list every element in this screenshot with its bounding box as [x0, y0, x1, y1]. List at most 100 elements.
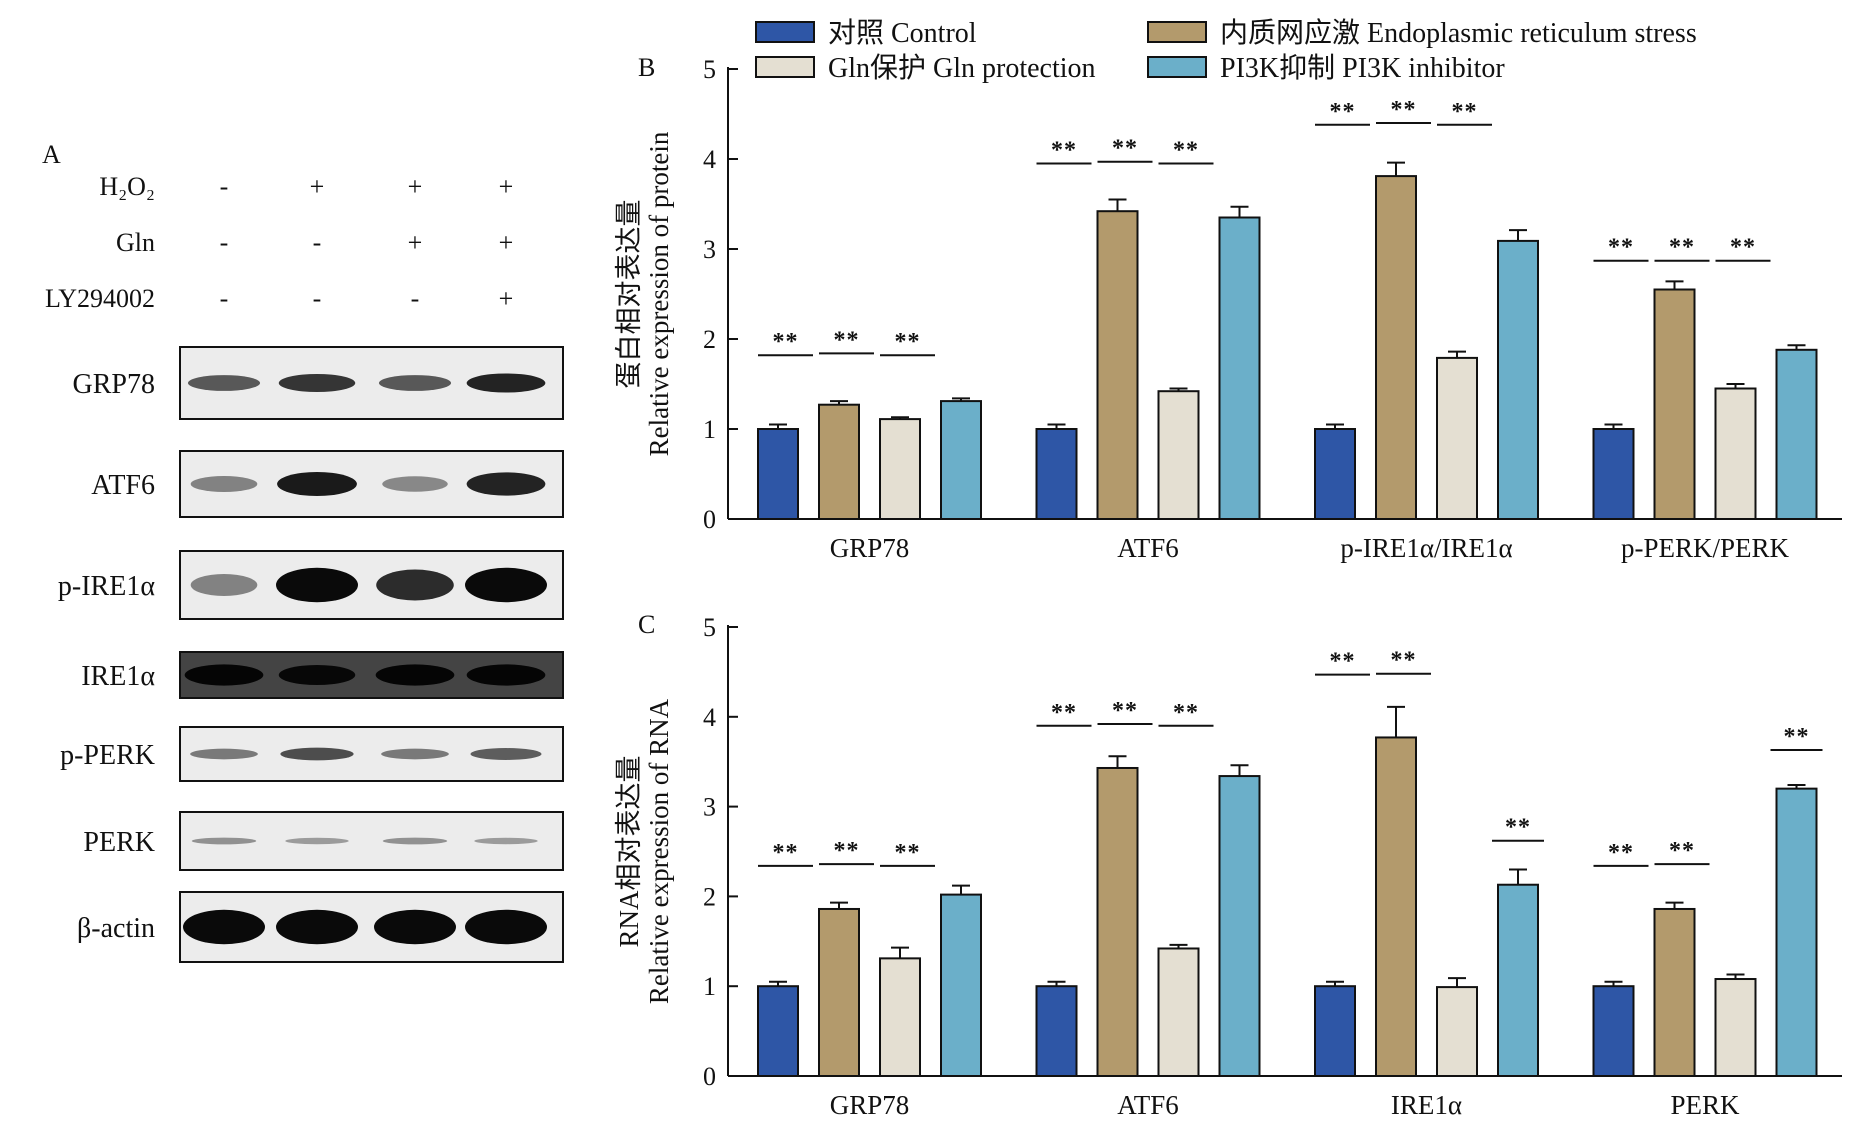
bar-er_stress — [1653, 288, 1696, 520]
legend-swatch-control — [755, 21, 815, 43]
category-label: GRP78 — [830, 533, 910, 563]
category-label: GRP78 — [830, 1090, 910, 1120]
y-tick-label: 2 — [703, 882, 716, 911]
blot-band — [374, 909, 456, 945]
protein-bar-chart: B 0 1 2 3 4 5 蛋白相对表达量 Relative expression of pro… — [614, 53, 1842, 563]
legend-label-pi3k: PI3K抑制 PI3K inhibitor — [1220, 52, 1505, 84]
blot-band — [285, 837, 349, 845]
blot-band — [378, 375, 452, 391]
bar-er_stress — [1375, 175, 1417, 520]
y-tick-label: 5 — [703, 55, 716, 84]
legend-label-er_stress: 内质网应激 Endoplasmic reticulum stress — [1220, 17, 1697, 49]
bar-gln — [879, 957, 921, 1077]
significance-mark: ** — [1051, 138, 1077, 164]
bar-gln — [1436, 986, 1478, 1078]
category-label: ATF6 — [1117, 533, 1179, 563]
panel-letter-c: C — [638, 610, 655, 639]
bar-er_stress — [818, 907, 860, 1077]
bar-er_stress — [1375, 736, 1417, 1077]
blot-label: GRP78 — [73, 369, 155, 400]
bar-pi3k — [940, 400, 982, 521]
category-label: p-PERK/PERK — [1621, 533, 1790, 563]
significance-mark: ** — [1330, 99, 1356, 125]
bar-control — [1035, 985, 1078, 1078]
significance-mark: ** — [1608, 235, 1634, 261]
blot-label: IRE1α — [81, 661, 155, 692]
blot-band — [382, 476, 448, 492]
bar-control — [1314, 985, 1356, 1078]
condition-sign: + — [408, 228, 423, 257]
condition-sign: + — [499, 228, 514, 257]
blot-band — [465, 909, 547, 945]
significance-mark: ** — [895, 840, 921, 866]
y-tick-label: 4 — [703, 145, 716, 174]
blot-label: p-IRE1α — [58, 571, 155, 602]
significance-mark: ** — [834, 838, 860, 864]
blot-band — [190, 475, 258, 493]
blot-band — [278, 665, 356, 685]
blot-band — [276, 567, 358, 603]
blot-label: β-actin — [77, 913, 155, 944]
bar-control — [757, 428, 799, 520]
significance-mark: ** — [1112, 698, 1138, 724]
bar-gln — [1157, 390, 1200, 521]
blot-band — [376, 569, 454, 601]
y-tick-label: 2 — [703, 325, 716, 354]
blot-band — [382, 837, 448, 845]
bar-gln — [1436, 356, 1478, 520]
bar-er_stress — [1653, 907, 1696, 1077]
blot-label: p-PERK — [60, 740, 155, 771]
blot-band — [183, 909, 265, 945]
bar-er_stress — [818, 403, 860, 521]
condition-sign: + — [499, 172, 514, 201]
blot-frame — [179, 811, 564, 871]
blot-band — [381, 748, 449, 760]
y-axis-label-cn: RNA相对表达量 — [614, 755, 644, 947]
significance-mark: ** — [1669, 235, 1695, 261]
category-label: ATF6 — [1117, 1090, 1179, 1120]
significance-mark: ** — [1391, 97, 1417, 123]
significance-mark: ** — [1051, 700, 1077, 726]
significance-mark: ** — [1730, 235, 1756, 261]
condition-sign: + — [408, 172, 423, 201]
legend-label-control: 对照 Control — [828, 17, 977, 49]
y-tick-label: 5 — [703, 613, 716, 642]
blot-band — [277, 472, 357, 496]
legend-swatch-gln — [755, 56, 815, 78]
legend-swatch-pi3k — [1147, 56, 1207, 78]
blot-band — [276, 909, 358, 945]
y-axis-label-en: Relative expression of protein — [644, 131, 674, 456]
bar-pi3k — [1218, 216, 1261, 520]
bar-pi3k — [1218, 775, 1261, 1077]
blot-band — [470, 748, 542, 760]
bar-er_stress — [1096, 766, 1139, 1078]
condition-sign: - — [220, 228, 229, 257]
legend: 对照 Control 内质网应激 Endoplasmic reticulum st… — [755, 17, 1697, 84]
bar-er_stress — [1096, 210, 1139, 520]
condition-label: H₂O₂ — [99, 172, 155, 201]
blot-band — [187, 375, 261, 391]
blot-band — [465, 567, 547, 603]
blot-band — [190, 574, 258, 596]
condition-sign: - — [220, 172, 229, 201]
condition-label: Gln — [116, 228, 155, 257]
bar-control — [1592, 985, 1635, 1078]
blot-band — [474, 837, 538, 845]
significance-mark: ** — [1173, 700, 1199, 726]
condition-sign: + — [499, 284, 514, 313]
significance-mark: ** — [834, 327, 860, 353]
significance-mark: ** — [1112, 136, 1138, 162]
y-tick-label: 1 — [703, 972, 716, 1001]
blot-band — [184, 664, 264, 686]
condition-sign: - — [220, 284, 229, 313]
y-axis-label-cn: 蛋白相对表达量 — [614, 200, 644, 389]
category-label: IRE1α — [1391, 1090, 1462, 1120]
blot-label: PERK — [83, 827, 155, 858]
y-axis-label-en: Relative expression of RNA — [644, 698, 674, 1004]
blot-band — [190, 748, 258, 760]
blot-band — [466, 373, 546, 393]
rna-bar-chart: C 0 1 2 3 4 5 RNA相对表达量 Relative expression of RN… — [614, 610, 1842, 1120]
y-tick-label: 3 — [703, 793, 716, 822]
bar-control — [1592, 428, 1635, 520]
